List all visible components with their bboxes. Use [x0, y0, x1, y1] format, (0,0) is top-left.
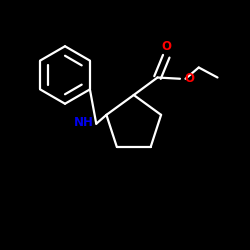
Text: NH: NH — [74, 116, 94, 129]
Text: O: O — [161, 40, 171, 53]
Text: O: O — [184, 72, 194, 85]
